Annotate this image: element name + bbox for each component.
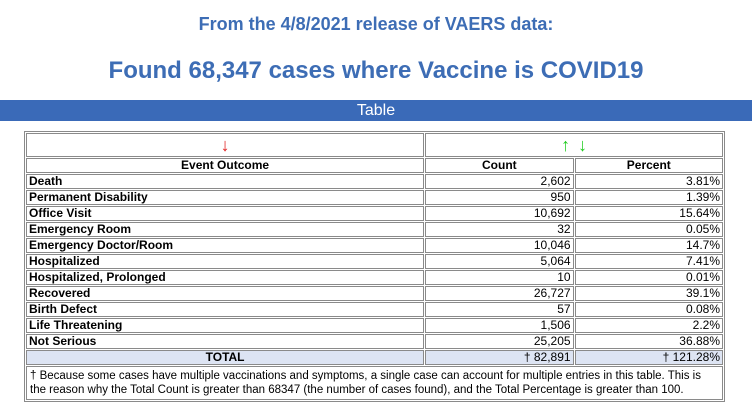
outcome-cell: Emergency Doctor/Room xyxy=(26,238,425,253)
outcome-cell: Death xyxy=(26,174,425,189)
outcome-cell: Emergency Room xyxy=(26,222,425,237)
percent-cell: 7.41% xyxy=(574,254,723,269)
table-row: Hospitalized 5,064 7.41% xyxy=(26,254,723,269)
table-row: Permanent Disability 950 1.39% xyxy=(26,190,723,205)
outcome-cell: Hospitalized, Prolonged xyxy=(26,270,425,285)
total-percent: † 121.28% xyxy=(574,350,723,365)
table-row: Recovered 26,727 39.1% xyxy=(26,286,723,301)
table-row: Not Serious 25,205 36.88% xyxy=(26,334,723,349)
table-row: Office Visit 10,692 15.64% xyxy=(26,206,723,221)
percent-cell: 39.1% xyxy=(574,286,723,301)
arrow-up-icon[interactable]: ↑ xyxy=(561,135,571,155)
count-cell: 32 xyxy=(425,222,574,237)
count-cell: 25,205 xyxy=(425,334,574,349)
percent-cell: 14.7% xyxy=(574,238,723,253)
release-heading: From the 4/8/2021 release of VAERS data: xyxy=(198,14,554,34)
column-header-row: Event Outcome Count Percent xyxy=(26,158,723,173)
percent-cell: 36.88% xyxy=(574,334,723,349)
percent-cell: 0.05% xyxy=(574,222,723,237)
percent-cell: 3.81% xyxy=(574,174,723,189)
found-cases-heading: Found 68,347 cases where Vaccine is COVI… xyxy=(108,57,644,84)
vaers-outcome-table: ↓ ↑ ↓ Event Outcome Count Percent Death 2,… xyxy=(24,131,725,402)
percent-cell: 15.64% xyxy=(574,206,723,221)
total-count: † 82,891 xyxy=(425,350,574,365)
percent-cell: 0.01% xyxy=(574,270,723,285)
count-cell: 5,064 xyxy=(425,254,574,269)
footnote-text: † Because some cases have multiple vacci… xyxy=(26,366,723,400)
outcome-cell: Birth Defect xyxy=(26,302,425,317)
total-row: TOTAL † 82,891 † 121.28% xyxy=(26,350,723,365)
table-row: Death 2,602 3.81% xyxy=(26,174,723,189)
sort-cell-count: ↑ ↓ xyxy=(425,133,723,157)
count-cell: 10 xyxy=(425,270,574,285)
arrow-down-icon[interactable]: ↓ xyxy=(220,135,230,155)
table-section-bar: Table xyxy=(0,100,752,121)
sort-cell-event-outcome: ↓ xyxy=(26,133,425,157)
table-row: Birth Defect 57 0.08% xyxy=(26,302,723,317)
count-cell: 57 xyxy=(425,302,574,317)
table-row: Hospitalized, Prolonged 10 0.01% xyxy=(26,270,723,285)
percent-cell: 0.08% xyxy=(574,302,723,317)
count-cell: 26,727 xyxy=(425,286,574,301)
table-section-label: Table xyxy=(356,102,396,119)
arrow-down-icon[interactable]: ↓ xyxy=(578,135,588,155)
table-row: Emergency Doctor/Room 10,046 14.7% xyxy=(26,238,723,253)
count-cell: 10,046 xyxy=(425,238,574,253)
footnote-row: † Because some cases have multiple vacci… xyxy=(26,366,723,400)
column-header-event-outcome: Event Outcome xyxy=(26,158,425,173)
total-label: TOTAL xyxy=(26,350,425,365)
count-cell: 1,506 xyxy=(425,318,574,333)
count-cell: 950 xyxy=(425,190,574,205)
table-row: Emergency Room 32 0.05% xyxy=(26,222,723,237)
outcome-cell: Hospitalized xyxy=(26,254,425,269)
count-cell: 2,602 xyxy=(425,174,574,189)
outcome-cell: Life Threatening xyxy=(26,318,425,333)
column-header-percent: Percent xyxy=(574,158,723,173)
sort-row: ↓ ↑ ↓ xyxy=(26,133,723,157)
column-header-count: Count xyxy=(425,158,574,173)
table-row: Life Threatening 1,506 2.2% xyxy=(26,318,723,333)
count-cell: 10,692 xyxy=(425,206,574,221)
outcome-cell: Permanent Disability xyxy=(26,190,425,205)
outcome-cell: Recovered xyxy=(26,286,425,301)
percent-cell: 1.39% xyxy=(574,190,723,205)
outcome-cell: Office Visit xyxy=(26,206,425,221)
outcome-cell: Not Serious xyxy=(26,334,425,349)
percent-cell: 2.2% xyxy=(574,318,723,333)
